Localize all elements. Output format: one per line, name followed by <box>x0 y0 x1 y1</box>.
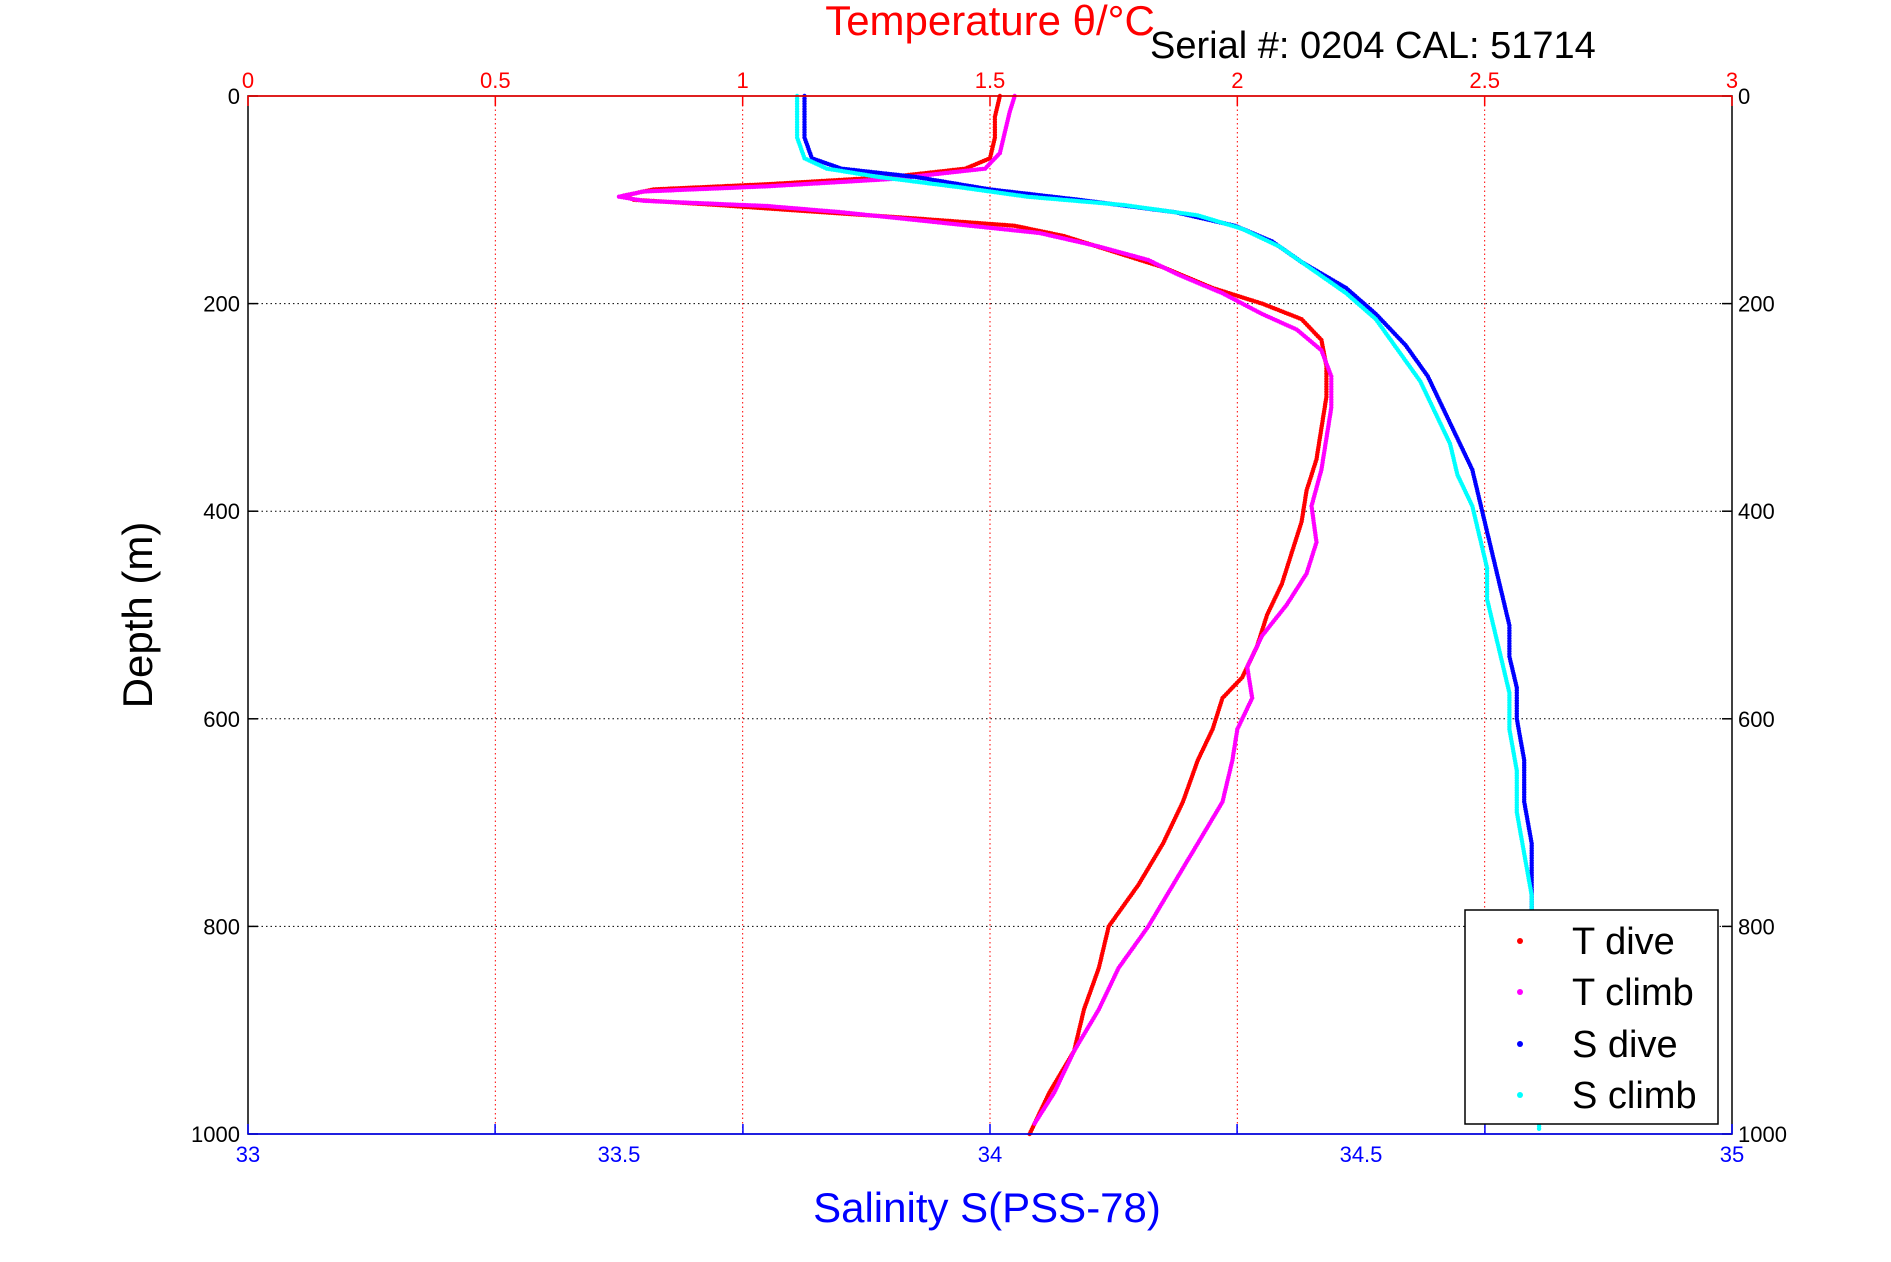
legend-label-t-dive: T dive <box>1572 921 1675 963</box>
legend-marker-s-climb <box>1517 1092 1523 1098</box>
depth-tick-label-right: 0 <box>1738 84 1750 109</box>
legend: T dive T climb S dive S climb <box>1464 909 1719 1125</box>
temperature-tick-label: 2 <box>1231 68 1243 93</box>
legend-marker-t-climb <box>1517 989 1523 995</box>
salinity-axis-title: Salinity S(PSS-78) <box>813 1184 1161 1231</box>
temperature-tick-label: 1.5 <box>975 68 1006 93</box>
temperature-tick-label: 1 <box>737 68 749 93</box>
salinity-tick-label: 33 <box>236 1142 260 1167</box>
depth-tick-label-left: 800 <box>203 914 240 939</box>
depth-tick-label-right: 1000 <box>1738 1122 1787 1147</box>
legend-label-s-climb: S climb <box>1572 1075 1697 1117</box>
depth-tick-label-left: 400 <box>203 499 240 524</box>
depth-tick-label-right: 800 <box>1738 914 1775 939</box>
serial-cal-label: Serial #: 0204 CAL: 51714 <box>1150 25 1596 67</box>
temperature-tick-label: 0 <box>242 68 254 93</box>
series-s-climb <box>794 93 1542 1132</box>
temperature-tick-label: 2.5 <box>1469 68 1500 93</box>
legend-marker-t-dive <box>1517 938 1523 944</box>
data-point <box>1536 1126 1542 1132</box>
temperature-tick-label: 3 <box>1726 68 1738 93</box>
salinity-tick-label: 34 <box>978 1142 1002 1167</box>
depth-tick-label-left: 600 <box>203 707 240 732</box>
legend-marker-s-dive <box>1517 1041 1523 1047</box>
depth-tick-label-right: 600 <box>1738 707 1775 732</box>
legend-box <box>1464 909 1719 1125</box>
temperature-axis-title: Temperature θ/°C <box>825 0 1155 44</box>
depth-tick-label-left: 200 <box>203 292 240 317</box>
series-t-climb <box>616 93 1334 1126</box>
legend-label-s-dive: S dive <box>1572 1024 1678 1066</box>
depth-tick-label-left: 1000 <box>191 1122 240 1147</box>
depth-tick-label-right: 200 <box>1738 292 1775 317</box>
salinity-tick-label: 34.5 <box>1340 1142 1383 1167</box>
temperature-tick-label: 0.5 <box>480 68 511 93</box>
depth-axis-title: Depth (m) <box>114 522 161 709</box>
depth-tick-label-left: 0 <box>228 84 240 109</box>
depth-tick-label-right: 400 <box>1738 499 1775 524</box>
salinity-tick-label: 33.5 <box>598 1142 641 1167</box>
salinity-tick-label: 35 <box>1720 1142 1744 1167</box>
data-point <box>1032 1121 1037 1126</box>
legend-label-t-climb: T climb <box>1572 972 1694 1014</box>
data-series <box>616 93 1542 1137</box>
